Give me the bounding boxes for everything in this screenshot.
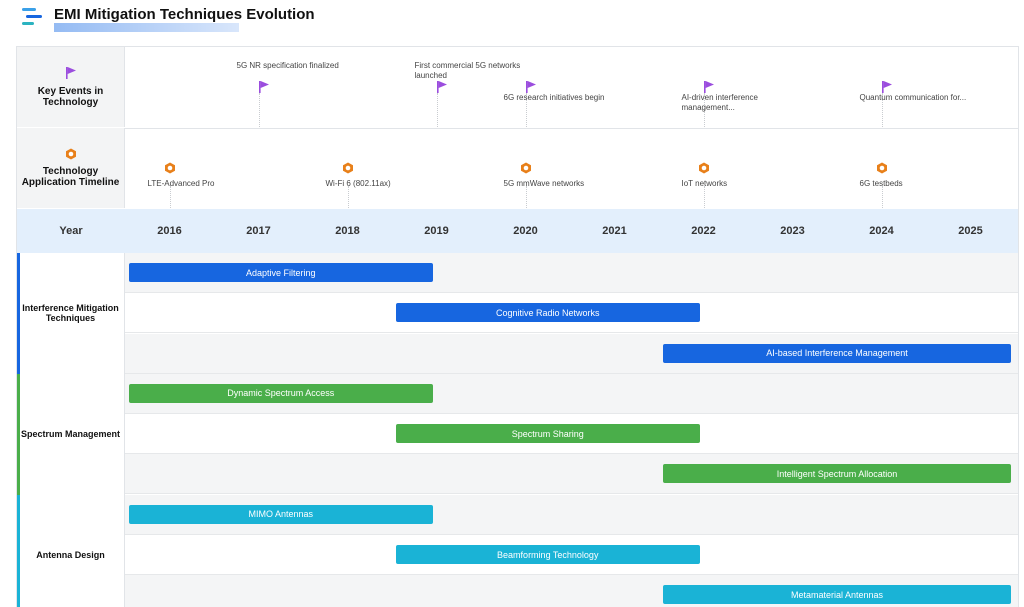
- group-interference-mitigation-techniques: Interference Mitigation TechniquesAdapti…: [17, 253, 1018, 374]
- application-text: 6G testbeds: [860, 179, 903, 188]
- application-hexagon-icon: [164, 162, 176, 174]
- event-text: AI-driven interference management...: [682, 93, 797, 113]
- timeline-chart: Key Events in Technology 5G NR specifica…: [16, 46, 1019, 607]
- year-2020: 2020: [481, 209, 570, 253]
- group-accent-bar: [17, 253, 20, 374]
- application-connector: [348, 186, 349, 208]
- year-2023: 2023: [748, 209, 837, 253]
- key-events-label-text: Key Events in Technology: [17, 86, 124, 108]
- event-flag-icon: [881, 80, 893, 94]
- event-text: 5G NR specification finalized: [237, 61, 352, 71]
- application-hexagon-icon: [520, 162, 532, 174]
- year-2021: 2021: [570, 209, 659, 253]
- timeline-logo-icon: [20, 6, 44, 28]
- application-text: 5G mmWave networks: [504, 179, 585, 188]
- timeline-lane: MIMO Antennas: [125, 495, 1018, 535]
- technique-bar-intelligent-spectrum-allocation[interactable]: Intelligent Spectrum Allocation: [663, 464, 1011, 483]
- technique-bar-beamforming-technology[interactable]: Beamforming Technology: [396, 545, 700, 564]
- group-label: Spectrum Management: [17, 374, 125, 495]
- application-timeline-label: Technology Application Timeline: [17, 128, 125, 208]
- event-flag-icon: [525, 80, 537, 94]
- timeline-lane: Beamforming Technology: [125, 535, 1018, 575]
- application-text: LTE-Advanced Pro: [148, 179, 215, 188]
- event-flag-icon: [436, 80, 448, 94]
- timeline-lane: AI-based Interference Management: [125, 334, 1018, 374]
- year-2022: 2022: [659, 209, 748, 253]
- timeline-lane: Metamaterial Antennas: [125, 575, 1018, 607]
- group-accent-bar: [17, 374, 20, 495]
- application-timeline-label-text: Technology Application Timeline: [17, 166, 124, 188]
- application-text: IoT networks: [682, 179, 728, 188]
- group-accent-bar: [17, 495, 20, 607]
- technique-bar-adaptive-filtering[interactable]: Adaptive Filtering: [129, 263, 433, 282]
- event-flag-icon: [258, 80, 270, 94]
- year-2016: 2016: [125, 209, 214, 253]
- event-text: First commercial 5G networks launched: [415, 61, 530, 81]
- year-2018: 2018: [303, 209, 392, 253]
- year-2019: 2019: [392, 209, 481, 253]
- application-connector: [526, 186, 527, 208]
- application-hexagon-icon: [342, 162, 354, 174]
- application-hexagon-icon: [698, 162, 710, 174]
- timeline-lane: Dynamic Spectrum Access: [125, 374, 1018, 414]
- event-connector: [259, 93, 260, 127]
- timeline-lane: Spectrum Sharing: [125, 414, 1018, 454]
- hexagon-icon: [65, 148, 77, 160]
- year-2024: 2024: [837, 209, 926, 253]
- event-flag-icon: [703, 80, 715, 94]
- technique-bar-mimo-antennas[interactable]: MIMO Antennas: [129, 505, 433, 524]
- technique-bar-spectrum-sharing[interactable]: Spectrum Sharing: [396, 424, 700, 443]
- year-2017: 2017: [214, 209, 303, 253]
- group-spectrum-management: Spectrum ManagementDynamic Spectrum Acce…: [17, 374, 1018, 495]
- event-connector: [437, 93, 438, 127]
- technique-bar-ai-based-interference-management[interactable]: AI-based Interference Management: [663, 344, 1011, 363]
- key-events-label: Key Events in Technology: [17, 47, 125, 127]
- application-text: Wi-Fi 6 (802.11ax): [326, 179, 391, 188]
- technique-bar-metamaterial-antennas[interactable]: Metamaterial Antennas: [663, 585, 1011, 604]
- page-title: EMI Mitigation Techniques Evolution: [54, 6, 315, 23]
- technique-bar-dynamic-spectrum-access[interactable]: Dynamic Spectrum Access: [129, 384, 433, 403]
- timeline-lane: Cognitive Radio Networks: [125, 293, 1018, 333]
- event-text: 6G research initiatives begin: [504, 93, 619, 103]
- flag-icon: [65, 66, 77, 80]
- group-label: Antenna Design: [17, 495, 125, 607]
- group-label: Interference Mitigation Techniques: [17, 253, 125, 374]
- year-2025: 2025: [926, 209, 1015, 253]
- group-antenna-design: Antenna DesignMIMO Antennas Beamforming T…: [17, 495, 1018, 607]
- application-connector: [704, 186, 705, 208]
- event-text: Quantum communication for...: [860, 93, 975, 103]
- application-hexagon-icon: [876, 162, 888, 174]
- application-connector: [170, 186, 171, 208]
- application-timeline-row: Technology Application Timeline LTE-Adva…: [17, 128, 1018, 210]
- year-axis: Year 20162017201820192020202120222023202…: [17, 209, 1018, 254]
- timeline-lane: Intelligent Spectrum Allocation: [125, 454, 1018, 494]
- technique-bar-cognitive-radio-networks[interactable]: Cognitive Radio Networks: [396, 303, 700, 322]
- key-events-row: Key Events in Technology 5G NR specifica…: [17, 47, 1018, 129]
- application-connector: [882, 186, 883, 208]
- timeline-lane: Adaptive Filtering: [125, 253, 1018, 293]
- year-axis-label: Year: [17, 209, 125, 253]
- title-highlight: [54, 23, 239, 32]
